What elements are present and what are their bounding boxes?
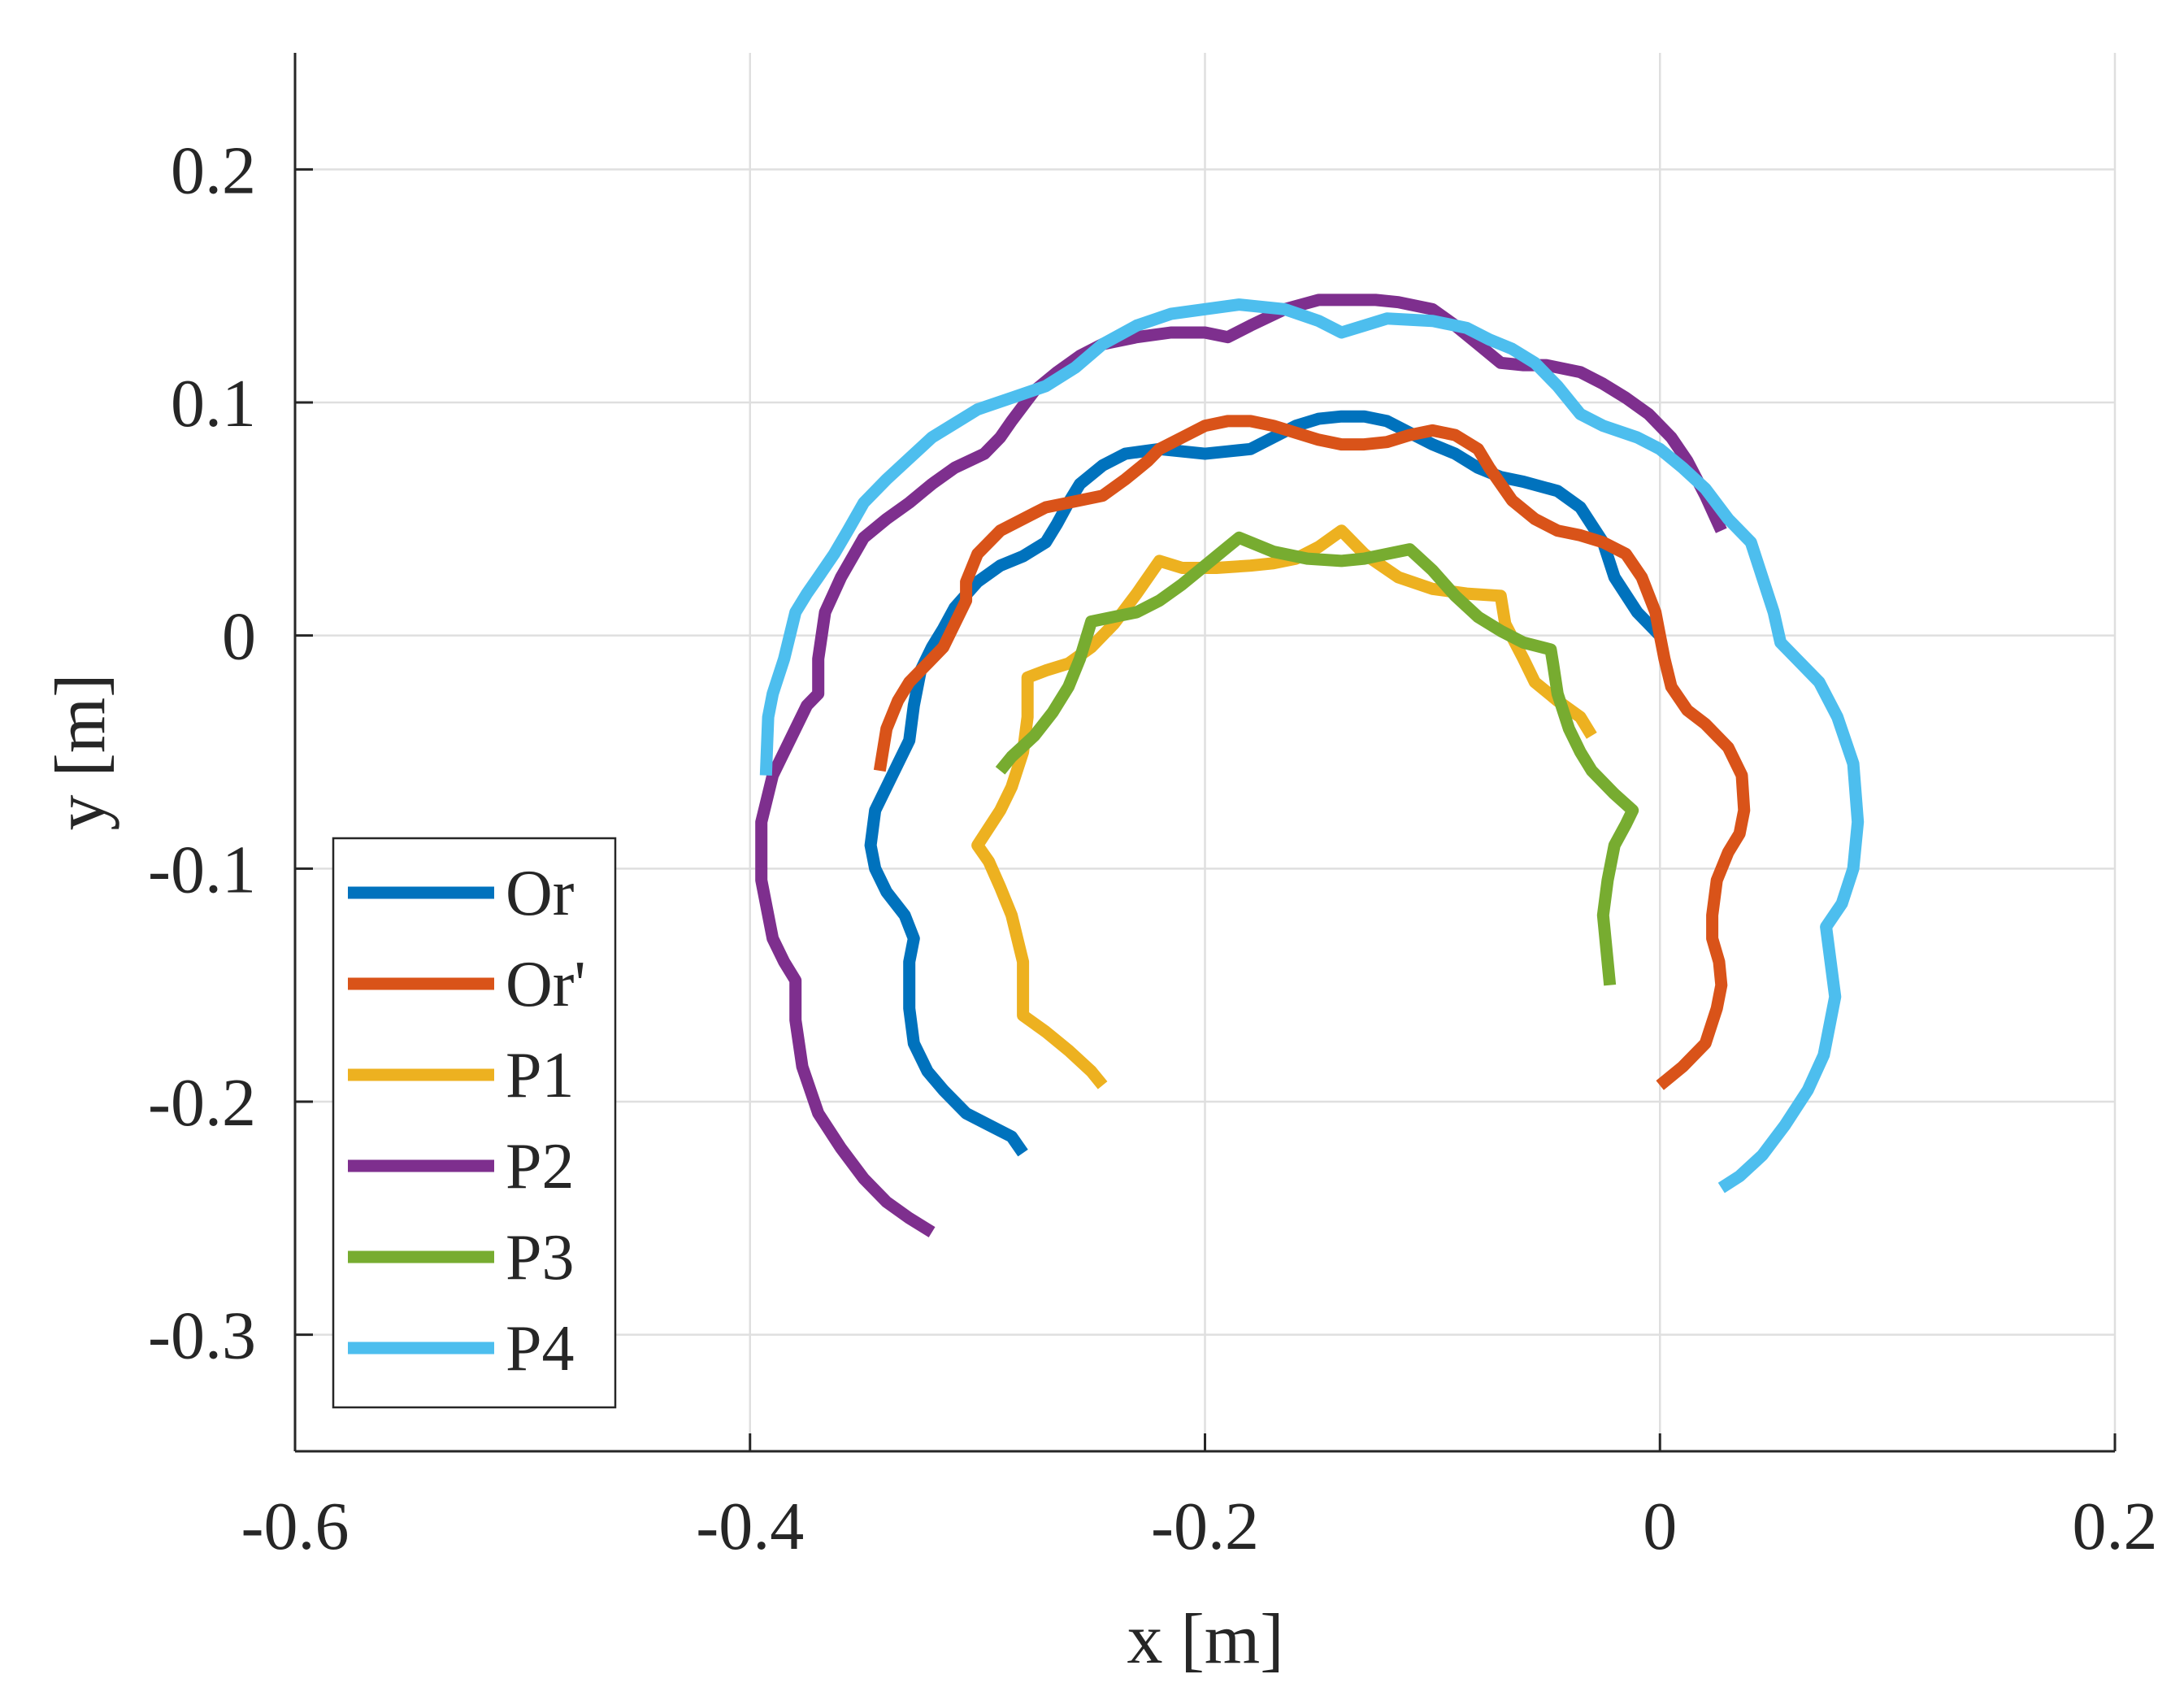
series-line-p2 [762,300,1722,1233]
chart: -0.6 -0.4 -0.2 0 0.2 -0.3 -0.2 -0.1 0 0.1 0.2 x [m… [0,0,2184,1696]
y-tick-label: -0.2 [148,1065,256,1141]
legend: Or Or' P1 P2 P3 P4 [333,838,615,1407]
series-line-p1 [978,531,1592,1085]
y-axis-label: y [m] [41,673,120,830]
y-tick-label: 0.1 [171,366,256,441]
legend-label: Or' [506,949,586,1020]
series-line-p3 [1001,537,1633,985]
x-axis-label: x [m] [1127,1600,1283,1679]
y-tick-label: 0.2 [171,133,256,208]
x-tick-label: 0.2 [2073,1489,2158,1564]
x-tick-label: 0 [1643,1489,1677,1564]
x-tick-label: -0.2 [1151,1489,1259,1564]
legend-label: P1 [506,1040,575,1111]
y-tick-label: -0.1 [148,832,256,907]
x-tick-label: -0.6 [241,1489,350,1564]
legend-label: P3 [506,1222,575,1294]
x-tick-label: -0.4 [696,1489,804,1564]
y-tick-label: -0.3 [148,1298,256,1374]
series-layer [762,300,1858,1233]
legend-label: P4 [506,1313,575,1385]
legend-label: P2 [506,1131,575,1202]
legend-label: Or [506,858,574,929]
y-tick-label: 0 [222,599,256,675]
